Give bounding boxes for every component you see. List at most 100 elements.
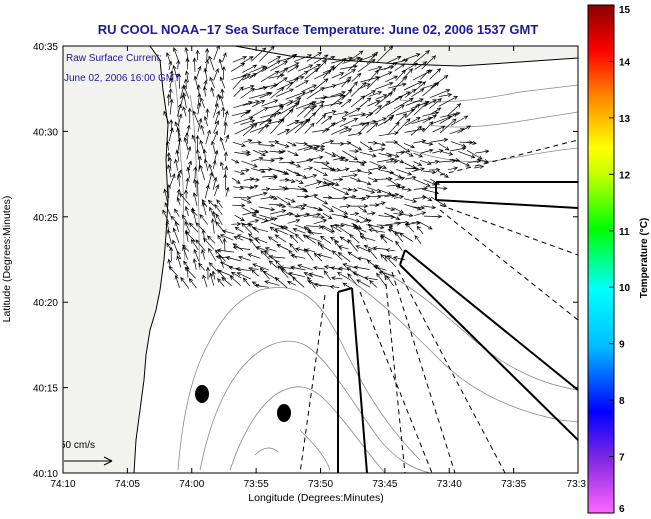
current-vector [231,73,251,80]
current-vector [174,158,179,171]
current-vector [205,266,210,280]
current-vector [296,70,309,79]
colorbar-tick-label: 9 [619,340,625,351]
current-vector [349,50,364,61]
colorbar-tick-label: 8 [619,396,625,407]
current-vector [276,244,289,251]
current-vector [213,68,219,81]
current-vector [192,258,197,270]
current-vector [215,213,223,226]
current-vector [466,149,483,160]
current-vector [367,100,381,107]
current-vector [223,173,228,190]
current-vector [252,100,266,108]
current-vector [420,148,434,154]
current-vector [261,187,271,192]
current-vector [438,92,453,97]
current-vector [350,95,366,108]
current-vector [404,162,417,169]
map-title: RU COOL NOAA−17 Sea Surface Temperature:… [98,22,539,37]
current-vector [351,72,362,82]
colorbar-tick-label: 7 [619,453,625,464]
surface-current-field [162,46,490,289]
current-vector [376,272,387,287]
current-vector [419,159,432,165]
current-vector [413,139,427,144]
current-vector [295,80,309,88]
current-vector [177,137,182,154]
current-vector [333,156,346,161]
current-vector [322,213,333,220]
current-vector [329,236,340,243]
scale-label: 50 cm/s [60,440,95,451]
current-vector [295,203,308,208]
current-vector [247,233,260,244]
current-vector [240,168,250,173]
current-vector [342,263,358,269]
current-vector [392,256,406,261]
current-vector [270,118,285,134]
current-vector [404,88,417,98]
current-vector [225,256,241,262]
current-vector [405,166,420,171]
current-vector [322,178,340,186]
temperature-colorbar: 15 14 13 12 11 10 9 8 7 6 Temperature (°C) [587,4,650,515]
current-vector [386,152,400,158]
y-tick-label: 40:15 [33,384,58,395]
current-vector [204,184,210,199]
current-vector [450,115,469,126]
current-vector [329,224,342,233]
current-vector [205,47,210,61]
radar-site-marker [195,385,209,403]
current-vector [279,265,295,270]
current-vector [208,247,216,261]
current-vector [186,166,191,179]
current-vector [439,113,458,124]
current-vector [254,237,268,244]
current-vector [277,129,291,136]
current-vector [330,167,341,172]
current-vector [169,246,174,262]
current-vector [384,192,400,198]
current-vector [223,121,228,136]
current-vector [313,160,330,166]
current-vector [184,220,191,233]
current-vector [199,213,208,225]
current-vector [199,164,206,181]
current-vector [303,104,318,109]
current-vector [414,81,427,91]
current-vector [401,53,421,61]
current-vector [339,118,359,128]
current-vector [277,265,289,279]
current-vector [396,118,411,134]
current-vector [289,242,298,253]
current-vector [192,57,197,73]
current-vector [380,234,394,243]
current-vector [218,254,224,269]
current-vector [337,245,349,250]
current-vector [348,81,358,92]
current-vector [295,179,304,184]
current-vector [404,117,421,127]
current-vector [274,228,289,235]
current-vector [312,100,325,106]
current-vector [270,156,284,161]
current-vector [207,199,215,207]
current-vector [422,111,440,117]
current-vector [233,195,252,201]
current-vector [276,142,290,148]
current-vector [202,274,208,288]
current-vector [185,231,196,242]
current-vector [368,91,383,97]
current-vector [172,239,178,252]
current-vector [303,272,313,278]
current-vector [179,192,191,206]
current-vector [429,186,448,191]
current-vector [323,270,331,281]
x-tick-label: 73:45 [372,479,397,490]
current-vector [277,149,287,154]
current-vector [186,124,191,135]
current-vector [350,211,360,216]
current-vector [177,113,183,127]
y-tick-label: 40:20 [33,298,58,309]
